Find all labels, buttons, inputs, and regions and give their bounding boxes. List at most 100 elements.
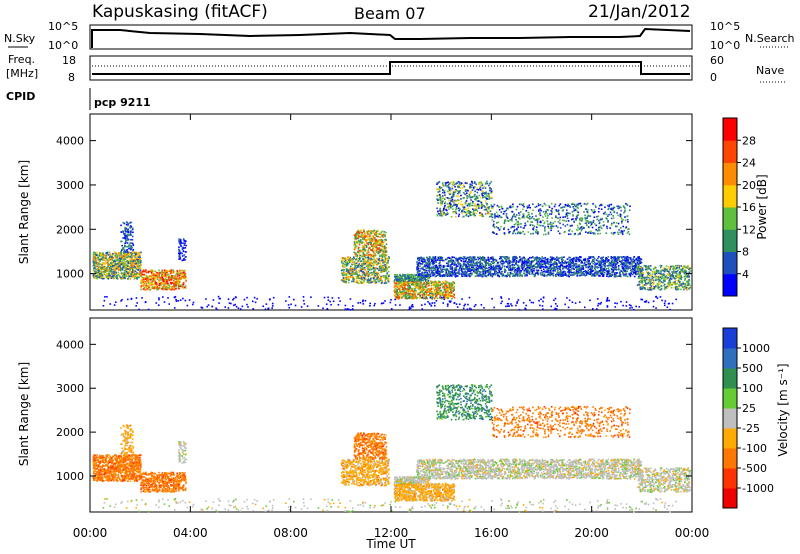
echo-cell (158, 279, 160, 282)
echo-cell (376, 242, 379, 245)
echo-cell (118, 257, 121, 260)
echo-cell (96, 273, 99, 275)
echo-cell (165, 279, 167, 281)
echo-cell (139, 254, 141, 256)
echo-cell (407, 280, 409, 283)
noise-tick-bottom-right: 10^0 (710, 39, 740, 52)
echo-cell (420, 278, 423, 281)
echo-cell (123, 272, 126, 274)
echo-cell (395, 284, 397, 286)
echo-cell (487, 256, 490, 259)
echo-cell (450, 291, 452, 293)
echo-cell (424, 280, 427, 283)
echo-cell (572, 262, 574, 264)
echo-cell (497, 261, 499, 264)
echo-cell (367, 249, 370, 251)
echo-cell (166, 288, 168, 291)
echo-cell (131, 260, 134, 263)
echo-cell (108, 251, 111, 254)
echo-cell (181, 285, 183, 287)
echo-cell (423, 297, 425, 300)
echo-cell (123, 265, 125, 267)
echo-cell (428, 287, 430, 290)
echo-cell (547, 266, 549, 269)
echo-cell (495, 260, 498, 262)
cpid-label: CPID (6, 90, 35, 103)
echo-cell (346, 264, 349, 266)
echo-cell (637, 272, 639, 275)
echo-cell (371, 281, 374, 283)
echo-cell (354, 264, 357, 267)
echo-cell (450, 295, 452, 297)
echo-cell (578, 260, 580, 262)
echo-cell (149, 278, 152, 281)
echo-cell (153, 270, 156, 272)
echo-cell (419, 295, 421, 298)
echo-cell (119, 270, 122, 272)
echo-cell (130, 251, 132, 254)
echo-cell (364, 269, 367, 271)
echo-cell (104, 274, 107, 277)
echo-cell (533, 275, 536, 278)
echo-cell (386, 266, 388, 269)
echo-cell (117, 272, 119, 274)
echo-cell (625, 267, 627, 270)
echo-cell (601, 273, 604, 276)
echo-cell (115, 276, 118, 279)
echo-cell (361, 242, 363, 244)
echo-cell (160, 272, 163, 274)
echo-cell (182, 282, 185, 285)
echo-cell (551, 256, 553, 259)
echo-cell (437, 284, 440, 286)
echo-cell (428, 276, 431, 278)
echo-cell (354, 265, 357, 268)
echo-cell (600, 269, 602, 272)
echo-cell (357, 263, 359, 266)
echo-cell (109, 276, 111, 278)
echo-cell (637, 258, 640, 261)
echo-cell (383, 267, 385, 270)
echo-cell (561, 257, 564, 259)
echo-cell (422, 279, 425, 282)
echo-cell (417, 292, 419, 295)
echo-cell (112, 261, 114, 264)
echo-cell (148, 275, 150, 278)
echo-cell (163, 272, 166, 274)
echo-cell (601, 261, 604, 263)
echo-cell (395, 291, 397, 293)
echo-cell (483, 275, 486, 277)
echo-cell (432, 294, 435, 297)
echo-cell (620, 263, 622, 266)
echo-cell (632, 258, 635, 260)
echo-cell (442, 293, 445, 295)
echo-cell (478, 265, 480, 268)
echo-cell (101, 268, 103, 271)
echo-cell (431, 291, 434, 293)
echo-cell (124, 228, 127, 231)
echo-cell (123, 250, 125, 253)
echo-cell (609, 264, 611, 267)
echo-cell (470, 266, 473, 268)
echo-cell (620, 270, 623, 273)
echo-cell (561, 259, 564, 261)
echo-cell (611, 259, 613, 262)
echo-cell (374, 268, 377, 271)
echo-cell (559, 273, 561, 275)
echo-cell (439, 261, 441, 264)
echo-cell (366, 264, 368, 266)
echo-cell (468, 263, 471, 266)
echo-cell (411, 289, 413, 292)
echo-cell (379, 278, 382, 280)
echo-cell (431, 294, 434, 296)
echo-cell (377, 259, 380, 261)
echo-cell (373, 231, 376, 233)
echo-cell (469, 275, 471, 278)
echo-cell (131, 275, 134, 278)
echo-cell (413, 276, 416, 279)
echo-cell (377, 230, 380, 232)
echo-cell (345, 265, 348, 267)
echo-cell (125, 223, 128, 226)
echo-cell (375, 240, 378, 242)
echo-cell (397, 278, 400, 281)
echo-cell (164, 273, 167, 275)
